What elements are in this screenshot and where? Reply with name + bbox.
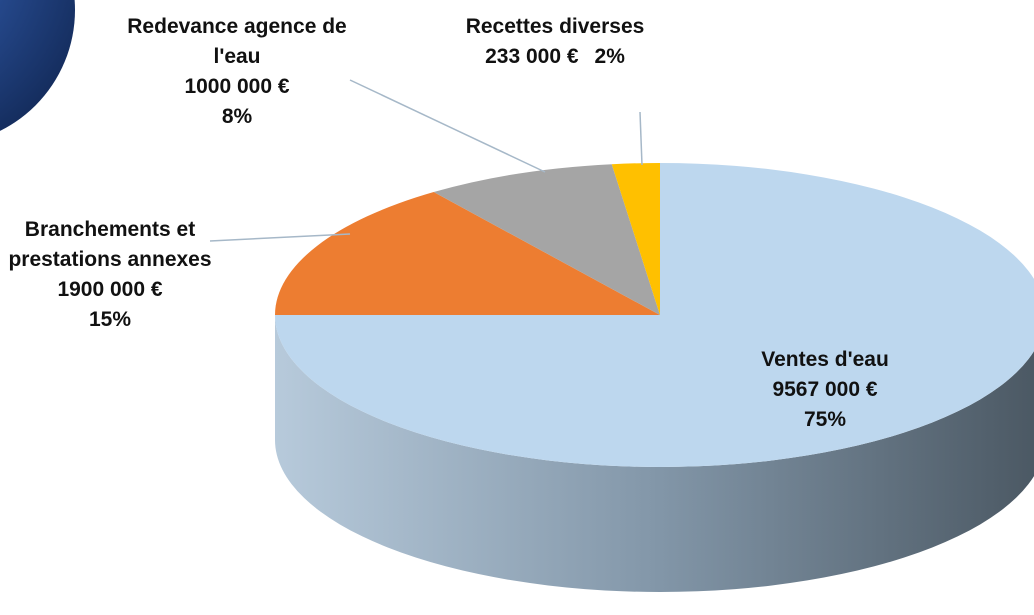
value-line: 1000 000 € 8% — [122, 72, 352, 132]
slice-label: Redevance agence de l'eau 1000 000 € 8% — [122, 12, 352, 132]
slice — [611, 163, 660, 315]
amount-label: 1900 000 € — [57, 278, 163, 301]
leader-line — [209, 233, 351, 242]
leader-line — [349, 79, 546, 173]
slice — [433, 164, 660, 315]
value-label: 15% — [88, 308, 132, 331]
value-line: 233 000 € 2% — [455, 42, 655, 72]
slice-side — [275, 315, 1034, 592]
slice-label: Ventes d'eau 9567 000 € 75% — [715, 345, 935, 435]
leader-line — [639, 111, 643, 166]
slice — [275, 192, 660, 315]
category-name: Branchements et prestations annexes — [8, 218, 212, 271]
category-name: Recettes diverses — [465, 15, 645, 38]
slice-label: Branchements et prestations annexes 1900 … — [5, 215, 215, 335]
amount-label: 1000 000 € — [184, 75, 290, 98]
value-label: 8% — [221, 105, 253, 128]
value-line: 9567 000 € 75% — [715, 375, 935, 435]
category-name: Ventes d'eau — [761, 348, 889, 371]
value-label: 75% — [803, 408, 847, 431]
pie — [275, 163, 1034, 592]
value-label: 2% — [594, 45, 625, 68]
decoration — [0, 0, 75, 131]
amount-label: 233 000 € — [485, 45, 579, 68]
slice-label: Recettes diverses 233 000 € 2% — [455, 12, 655, 72]
leader-lines — [209, 79, 643, 242]
amount-label: 9567 000 € — [772, 378, 878, 401]
value-line: 1900 000 € 15% — [5, 275, 215, 335]
category-name: Redevance agence de l'eau — [127, 15, 347, 68]
